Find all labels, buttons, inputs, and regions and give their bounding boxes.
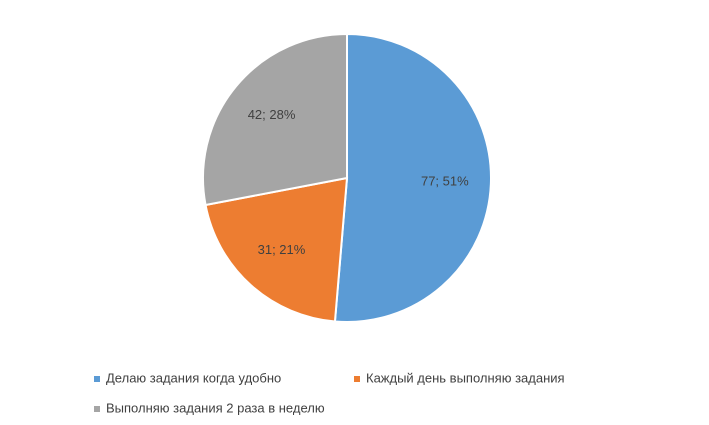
- pie-slice: [333, 32, 492, 323]
- pie-slice: [204, 176, 349, 323]
- legend-swatch: [94, 376, 100, 382]
- legend-label: Выполняю задания 2 раза в неделю: [106, 400, 325, 415]
- legend-swatch: [94, 406, 100, 412]
- pie-slice: [202, 32, 348, 207]
- data-label: 77; 51%: [421, 174, 469, 189]
- data-label: 42; 28%: [248, 107, 296, 122]
- legend-swatch: [354, 376, 360, 382]
- data-label: 31; 21%: [258, 242, 306, 257]
- legend-label: Каждый день выполняю задания: [366, 370, 565, 385]
- legend-label: Делаю задания когда удобно: [106, 370, 281, 385]
